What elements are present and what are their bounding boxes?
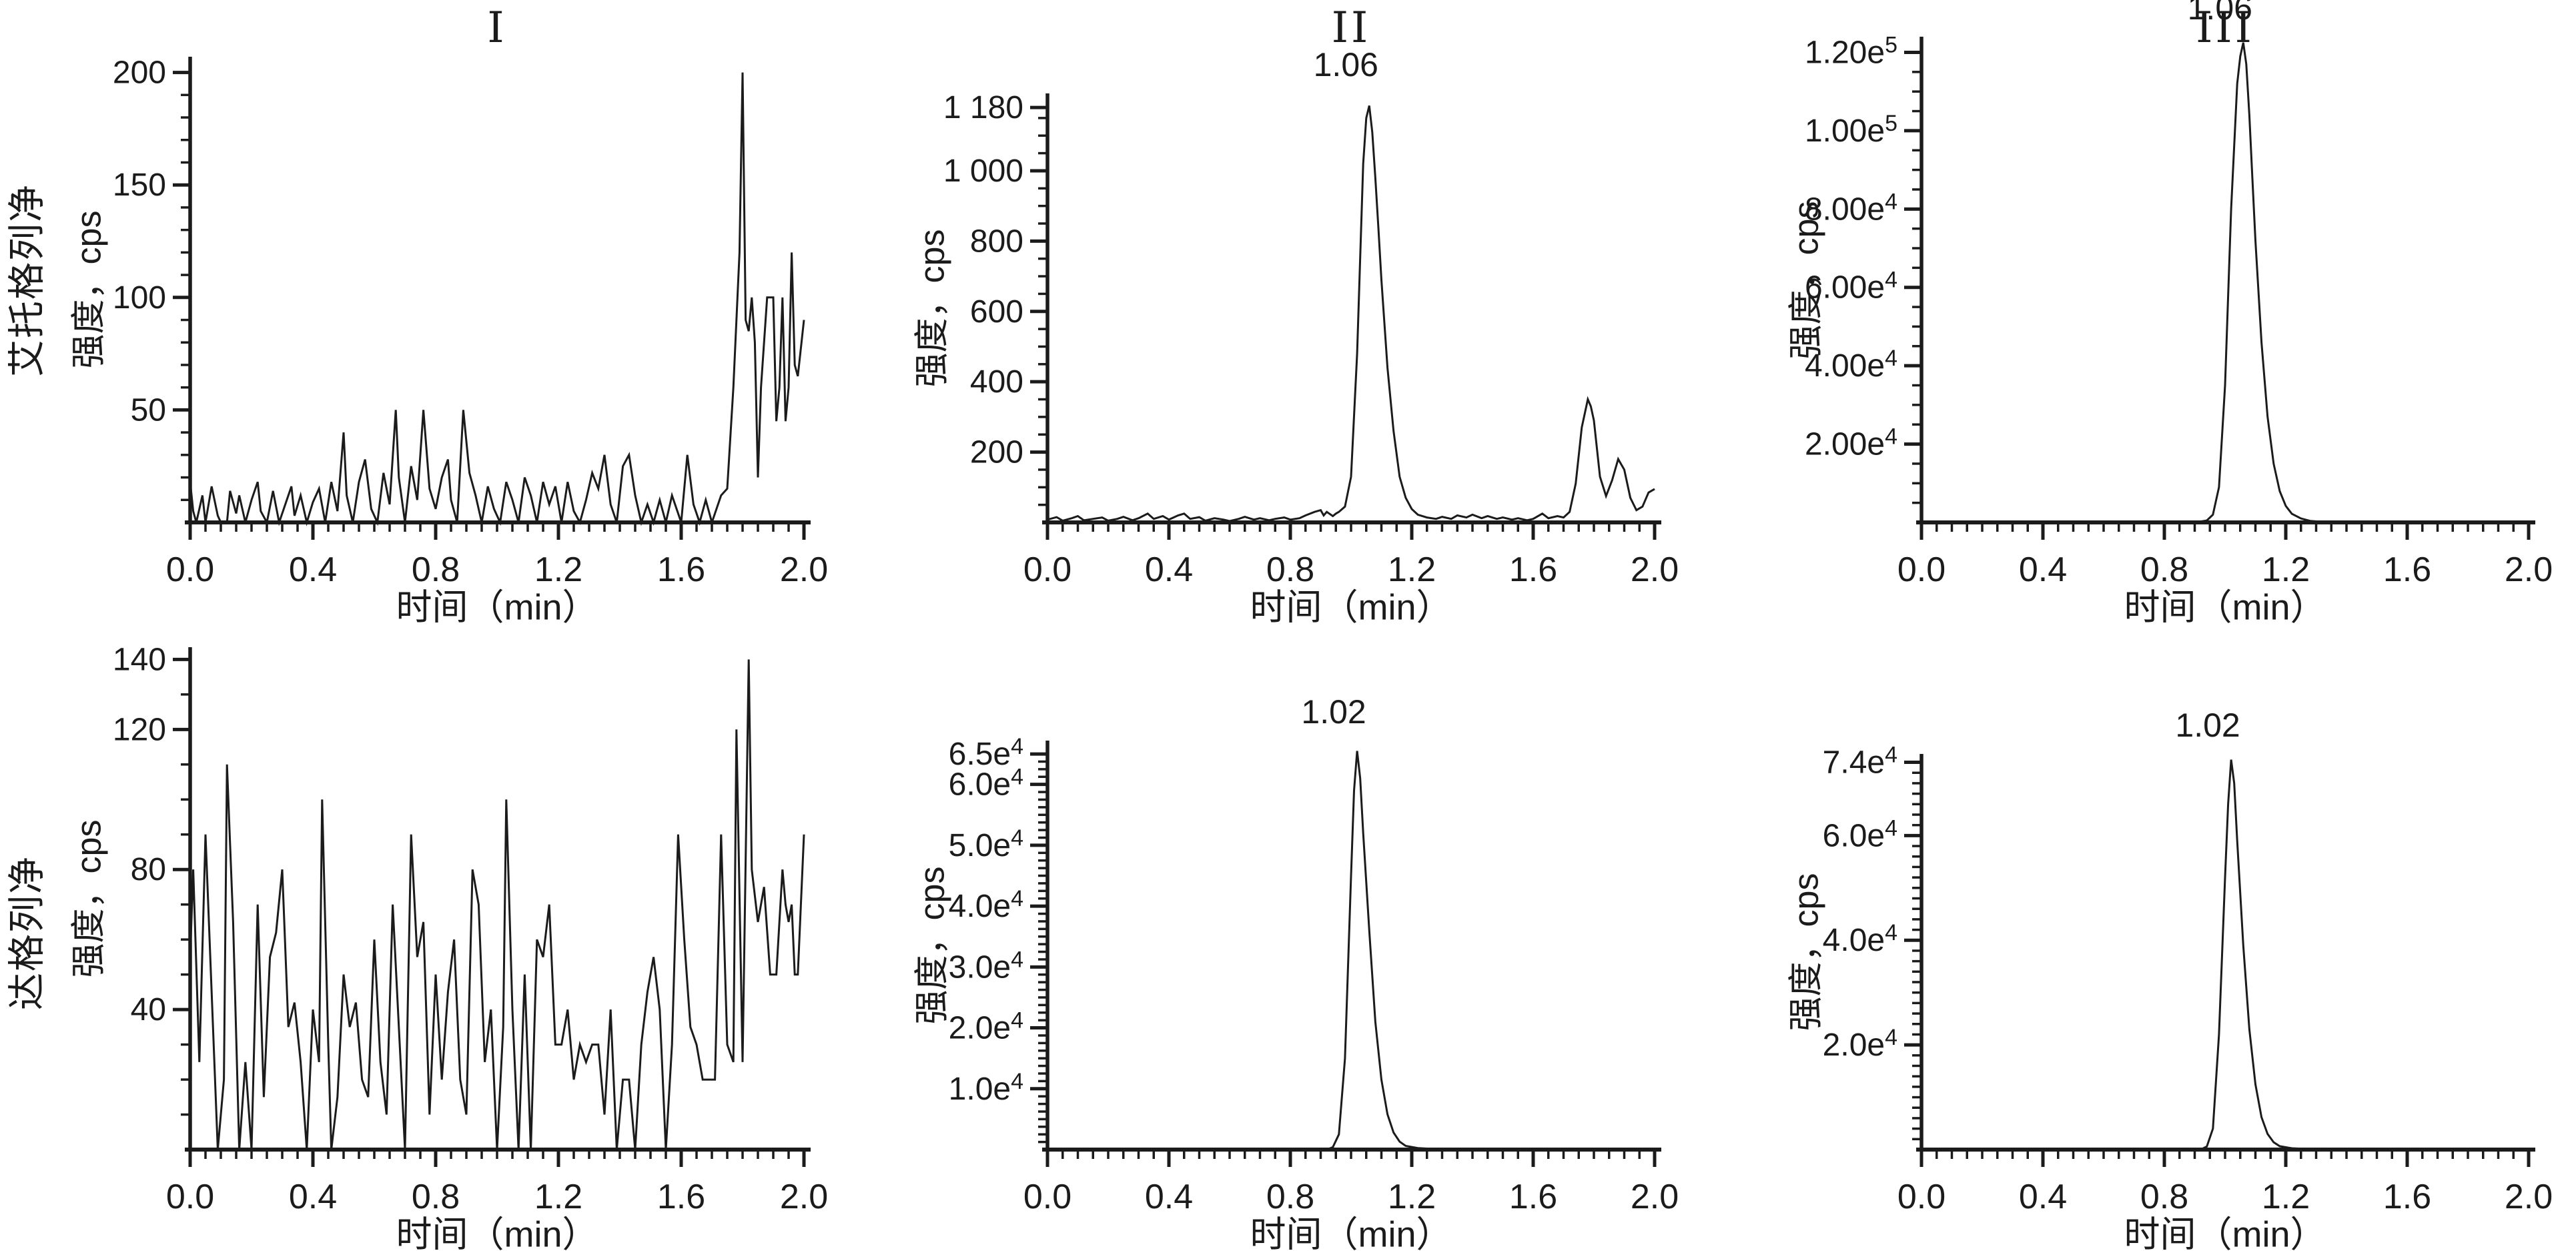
y-tick-label: 6.5e4: [949, 734, 1023, 772]
x-tick-label: 0.4: [1145, 1178, 1193, 1216]
trace-ertugliflozin-II: [1047, 105, 1655, 522]
y-tick-label: 100: [113, 280, 166, 316]
x-axis-label-panel5: 时间（min）: [1250, 1214, 1452, 1251]
y-tick-label: 4.00e4: [1805, 346, 1897, 384]
x-tick-label: 1.2: [1388, 550, 1436, 589]
peak-retention-time-label: 1.02: [2175, 707, 2240, 744]
y-tick-label: 8.00e4: [1805, 189, 1897, 227]
peak-retention-time-label: 1.06: [1314, 46, 1378, 83]
x-axis-label-panel1: 时间（min）: [396, 587, 598, 628]
y-tick-label: 2.0e4: [1823, 1025, 1897, 1063]
x-tick-label: 0.0: [1897, 1178, 1946, 1216]
y-tick-label: 1 000: [943, 153, 1023, 189]
peak-retention-time-label: 1.02: [1301, 693, 1366, 731]
y-tick-label: 3.0e4: [949, 947, 1023, 985]
x-tick-label: 1.6: [657, 1178, 705, 1216]
y-tick-label: 200: [113, 55, 166, 91]
x-tick-label: 0.0: [1023, 550, 1071, 589]
x-tick-label: 1.6: [657, 550, 705, 589]
x-tick-label: 0.8: [2140, 1178, 2188, 1216]
x-tick-label: 1.6: [1509, 1178, 1557, 1216]
y-tick-label: 1 180: [943, 90, 1023, 125]
trace-dapagliflozin-III: [1921, 759, 2529, 1151]
y-tick-label: 7.4e4: [1823, 743, 1897, 781]
y-tick-label: 40: [131, 992, 166, 1027]
x-axis-label-panel2: 时间（min）: [1250, 587, 1452, 628]
trace-ertugliflozin-I: [189, 72, 805, 526]
x-tick-label: 1.2: [2262, 1178, 2310, 1216]
y-tick-label: 2.0e4: [949, 1008, 1023, 1046]
y-tick-label: 1.20e5: [1805, 32, 1897, 70]
y-tick-label: 800: [970, 224, 1023, 259]
y-tick-label: 50: [131, 392, 166, 428]
y-tick-label: 80: [131, 852, 166, 887]
y-tick-label: 1.0e4: [949, 1069, 1023, 1107]
y-tick-label: 5.0e4: [949, 825, 1023, 863]
y-tick-label: 4.0e4: [1823, 920, 1897, 958]
x-axis-label-panel4: 时间（min）: [396, 1214, 598, 1251]
x-tick-label: 0.0: [166, 550, 214, 589]
x-tick-label: 2.0: [1631, 1178, 1679, 1216]
x-tick-label: 0.0: [1897, 550, 1946, 589]
panel-dapagliflozin-I: 0.0 0.4 0.8 1.2 1.6 2.0 40 80 120 140: [113, 642, 828, 1216]
column-title-1: I: [487, 3, 507, 53]
x-tick-label: 0.4: [289, 1178, 337, 1216]
x-tick-label: 0.8: [412, 1178, 460, 1216]
y-tick-label: 6.0e4: [1823, 815, 1897, 853]
x-tick-label: 0.0: [166, 1178, 214, 1216]
trace-dapagliflozin-II: [1047, 751, 1655, 1151]
y-tick-label: 6.0e4: [949, 765, 1023, 803]
x-tick-label: 0.8: [412, 550, 460, 589]
trace-dapagliflozin-I: [189, 659, 805, 1150]
x-tick-label: 1.6: [1509, 550, 1557, 589]
x-tick-label: 1.6: [2383, 550, 2431, 589]
peak-retention-time-label: 1.06: [2188, 0, 2252, 27]
x-axis-label-panel3: 时间（min）: [2124, 587, 2326, 628]
x-tick-label: 0.0: [1023, 1178, 1071, 1216]
y-tick-label: 140: [113, 642, 166, 677]
panel-dapagliflozin-III: 0.0 0.4 0.8 1.2 1.6 2.0 2.0e4 4.0e4 6.0e4 7.4e4 1.…: [1823, 707, 2553, 1216]
x-tick-label: 0.4: [2019, 1178, 2067, 1216]
x-tick-label: 2.0: [1631, 550, 1679, 589]
column-title-2: II: [1331, 3, 1371, 53]
panel-ertugliflozin-II: 0.0 0.4 0.8 1.2 1.6 2.0 200 400 600 800 1 000 1 180…: [943, 46, 1679, 589]
x-tick-label: 1.2: [2262, 550, 2310, 589]
x-tick-label: 2.0: [2505, 550, 2553, 589]
y-tick-label: 400: [970, 364, 1023, 400]
y-tick-label: 2.00e4: [1805, 424, 1897, 462]
x-tick-label: 0.4: [2019, 550, 2067, 589]
y-tick-label: 120: [113, 712, 166, 747]
y-tick-label: 6.00e4: [1805, 268, 1897, 306]
x-tick-label: 2.0: [780, 550, 828, 589]
y-tick-label: 200: [970, 435, 1023, 470]
x-tick-label: 0.8: [2140, 550, 2188, 589]
panel-dapagliflozin-II: 0.0 0.4 0.8 1.2 1.6 2.0 1.0e4 2.0e4 3.0e4 4.0e4 5.…: [949, 693, 1679, 1216]
y-tick-label: 4.0e4: [949, 886, 1023, 924]
x-tick-label: 1.6: [2383, 1178, 2431, 1216]
y-tick-label: 150: [113, 167, 166, 203]
x-tick-label: 1.2: [534, 1178, 582, 1216]
x-axis-label-panel6: 时间（min）: [2124, 1214, 2326, 1251]
x-tick-label: 0.4: [1145, 550, 1193, 589]
y-tick-label: 600: [970, 294, 1023, 330]
panel-ertugliflozin-I: 0.0 0.4 0.8 1.2 1.6 2.0 50 100 150 200: [113, 55, 828, 589]
x-tick-label: 0.4: [289, 550, 337, 589]
x-tick-label: 2.0: [780, 1178, 828, 1216]
x-tick-label: 1.2: [1388, 1178, 1436, 1216]
x-tick-label: 2.0: [2505, 1178, 2553, 1216]
trace-ertugliflozin-III: [1921, 42, 2529, 524]
panel-ertugliflozin-III: 0.0 0.4 0.8 1.2 1.6 2.0 2.00e4 4.00e4 6.00e4 8.00…: [1805, 0, 2553, 589]
x-tick-label: 0.8: [1266, 550, 1314, 589]
x-tick-label: 0.8: [1266, 1178, 1314, 1216]
x-tick-label: 1.2: [534, 550, 582, 589]
y-tick-label: 1.00e5: [1805, 111, 1897, 149]
